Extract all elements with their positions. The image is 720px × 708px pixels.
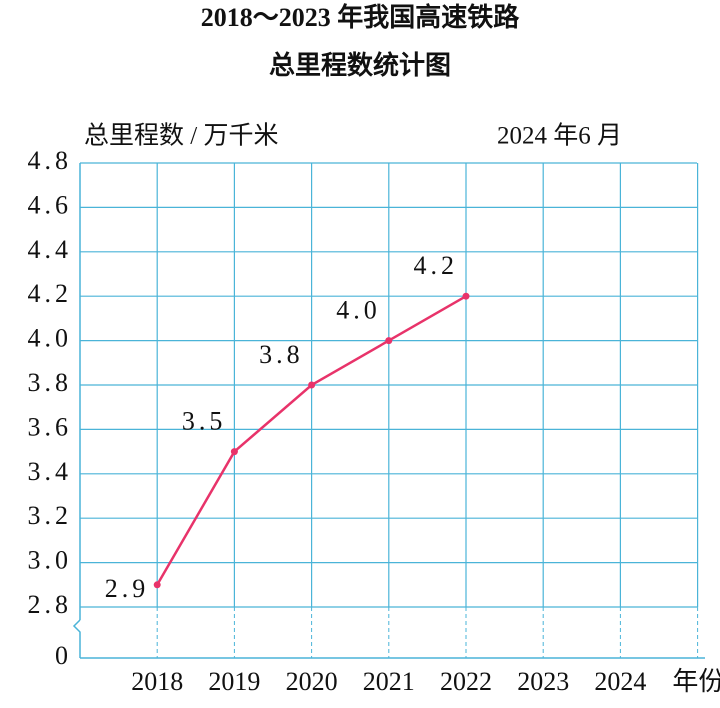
x-tick-label: 2023 <box>517 667 569 696</box>
y-tick-label: 3.4 <box>28 457 73 486</box>
y-tick-label: 4.8 <box>28 146 73 175</box>
data-label: 4.0 <box>336 296 381 325</box>
x-tick-label: 2021 <box>363 667 415 696</box>
point <box>385 337 393 345</box>
y-tick-label: 3.2 <box>28 501 73 530</box>
y-tick-label: 0 <box>55 641 72 670</box>
point <box>230 448 238 456</box>
x-tick-label: 2024 <box>594 667 646 696</box>
point <box>462 292 470 300</box>
data-label: 4.2 <box>414 251 459 280</box>
chart-title: 2018～2023 年我国高速铁路 <box>201 2 521 32</box>
axis-break <box>72 619 81 658</box>
point <box>308 381 316 389</box>
point <box>153 581 161 589</box>
y-tick-label: 3.0 <box>28 546 73 575</box>
chart-subtitle: 总里程数统计图 <box>269 50 451 80</box>
y-tick-label: 3.8 <box>28 368 73 397</box>
y-tick-label: 2.8 <box>28 590 73 619</box>
x-tick-label: 2019 <box>208 667 260 696</box>
x-tick-label: 2022 <box>440 667 492 696</box>
date-note: 2024 年6 月 <box>497 122 622 150</box>
y-tick-label: 4.2 <box>28 279 73 308</box>
x-tick-label: 2020 <box>286 667 338 696</box>
data-label: 3.5 <box>182 407 227 436</box>
data-label: 2.9 <box>105 574 150 603</box>
x-axis-label: 年份 <box>672 667 720 696</box>
data-label: 3.8 <box>259 340 304 369</box>
y-tick-label: 4.4 <box>28 235 73 264</box>
y-tick-label: 3.6 <box>28 412 73 441</box>
y-tick-label: 4.6 <box>28 190 73 219</box>
y-tick-label: 4.0 <box>28 324 73 353</box>
x-tick-label: 2018 <box>131 667 183 696</box>
y-axis-label: 总里程数 / 万千米 <box>84 122 278 150</box>
